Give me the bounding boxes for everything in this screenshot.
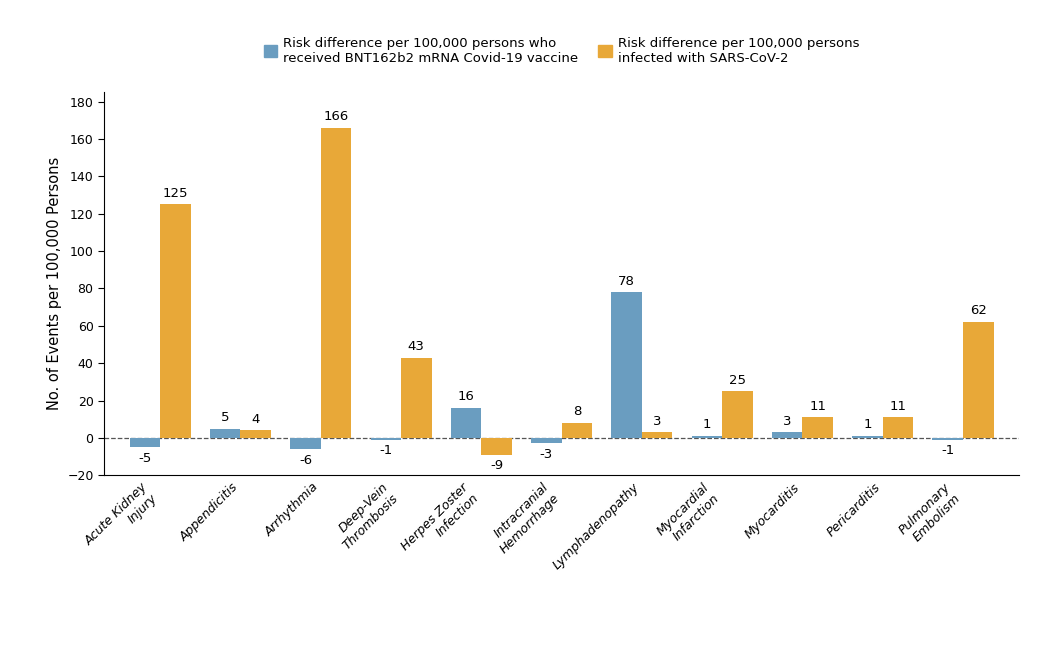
Bar <box>642 432 673 438</box>
Bar <box>531 438 562 444</box>
Text: 1: 1 <box>703 418 711 432</box>
Bar <box>963 322 993 438</box>
Text: 166: 166 <box>323 110 348 123</box>
Bar <box>240 430 271 438</box>
Bar <box>803 417 833 438</box>
Text: 4: 4 <box>252 412 260 426</box>
Text: -1: -1 <box>380 444 392 457</box>
Text: 62: 62 <box>970 304 987 317</box>
Bar <box>210 428 240 438</box>
Legend: Risk difference per 100,000 persons who
received BNT162b2 mRNA Covid-19 vaccine,: Risk difference per 100,000 persons who … <box>257 30 866 71</box>
Text: -1: -1 <box>941 444 955 457</box>
Text: 43: 43 <box>408 340 424 353</box>
Bar <box>722 391 753 438</box>
Y-axis label: No. of Events per 100,000 Persons: No. of Events per 100,000 Persons <box>47 157 61 411</box>
Bar <box>482 438 512 455</box>
Text: 1: 1 <box>863 418 872 432</box>
Bar <box>772 432 803 438</box>
Text: 125: 125 <box>162 187 188 200</box>
Text: 5: 5 <box>220 411 230 424</box>
Text: 16: 16 <box>458 390 474 403</box>
Bar <box>160 205 190 438</box>
Bar <box>130 438 160 447</box>
Text: 25: 25 <box>729 374 746 387</box>
Text: 3: 3 <box>783 414 791 428</box>
Text: -9: -9 <box>490 459 503 473</box>
Text: 11: 11 <box>809 400 826 412</box>
Bar <box>320 128 352 438</box>
Bar <box>933 438 963 440</box>
Text: -3: -3 <box>540 448 553 461</box>
Bar <box>883 417 913 438</box>
Bar <box>450 408 482 438</box>
Bar <box>852 436 883 438</box>
Bar <box>401 358 432 438</box>
Bar <box>612 292 642 438</box>
Bar <box>562 423 592 438</box>
Text: 3: 3 <box>653 414 661 428</box>
Text: 11: 11 <box>889 400 907 412</box>
Text: 78: 78 <box>618 275 635 288</box>
Text: -6: -6 <box>298 453 312 467</box>
Text: 8: 8 <box>573 405 581 418</box>
Bar <box>290 438 320 449</box>
Bar <box>692 436 722 438</box>
Bar <box>370 438 401 440</box>
Text: -5: -5 <box>138 452 152 465</box>
